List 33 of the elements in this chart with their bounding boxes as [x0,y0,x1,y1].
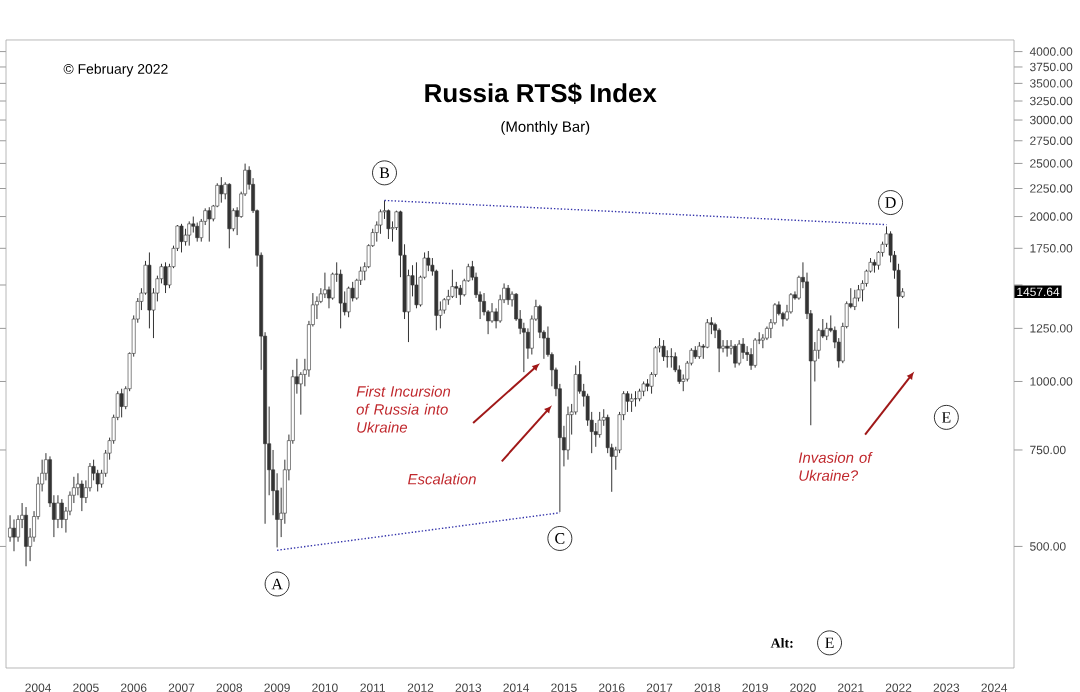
candlestick [725,339,730,358]
candlestick [629,393,634,413]
text: Russia RTS$ Index [425,82,657,104]
candlestick [163,261,168,294]
candlestick [753,337,758,369]
candlestick [458,284,463,306]
candlestick [625,390,630,413]
candlestick [737,339,742,366]
candlestick [315,295,319,320]
candlestick [745,345,750,362]
candlestick [195,222,200,243]
candlestick [8,514,12,543]
candlestick [24,506,28,567]
candlestick [414,261,419,309]
candlestick [717,327,722,373]
candlestick [179,223,184,253]
candlestick [59,498,64,529]
candlestick [378,209,383,235]
candlestick [227,182,232,249]
candlestick [426,250,431,272]
candlestick [79,479,84,512]
candlestick [852,289,857,311]
candlestick [12,518,16,552]
candlestick [876,250,881,271]
candlestick [386,209,391,240]
candlestick [566,406,570,461]
candlestick [733,343,737,369]
candlestick [119,388,124,418]
candlestick [56,494,60,529]
candlestick [789,292,793,315]
candlestick [741,337,745,360]
candlestick [506,284,511,306]
candlestick [338,269,343,329]
